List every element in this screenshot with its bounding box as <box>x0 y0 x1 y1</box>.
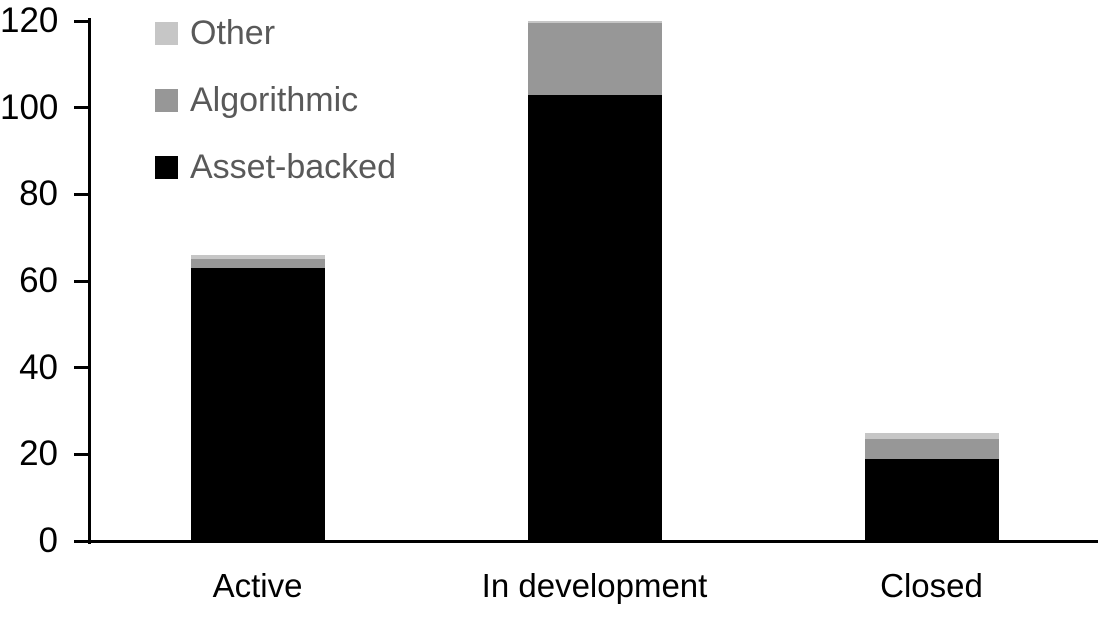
x-axis-line <box>74 540 1098 543</box>
legend-item-algorithmic: Algorithmic <box>155 81 396 119</box>
bar-active <box>190 255 325 541</box>
legend-item-asset-backed: Asset-backed <box>155 148 396 186</box>
legend-label-other: Other <box>190 14 276 52</box>
bar-segment-active-asset-backed <box>190 268 325 541</box>
legend-swatch-algorithmic <box>155 88 178 112</box>
y-tick-label-120: 120 <box>0 1 59 40</box>
bar-in-development <box>527 21 662 541</box>
legend-item-other: Other <box>155 14 396 52</box>
y-tick-100 <box>74 106 89 110</box>
y-tick-label-100: 100 <box>0 87 59 127</box>
x-label-closed: Closed <box>880 567 983 604</box>
bar-segment-active-other <box>190 255 325 260</box>
y-tick-40 <box>74 366 89 370</box>
y-tick-80 <box>74 192 89 196</box>
bar-segment-in-development-other <box>527 21 662 24</box>
y-tick-label-60: 60 <box>19 261 58 300</box>
legend-label-algorithmic: Algorithmic <box>190 81 359 119</box>
y-tick-label-20: 20 <box>19 434 58 474</box>
legend-swatch-asset-backed <box>155 155 178 179</box>
bar-segment-active-algorithmic <box>190 259 325 268</box>
x-label-active: Active <box>212 567 303 604</box>
bar-segment-closed-asset-backed <box>864 458 999 541</box>
bar-segment-in-development-asset-backed <box>527 94 662 541</box>
bar-segment-closed-other <box>864 432 999 440</box>
bar-segment-closed-algorithmic <box>864 439 999 459</box>
y-tick-120 <box>74 19 89 23</box>
legend-label-asset-backed: Asset-backed <box>190 148 396 186</box>
y-tick-label-0: 0 <box>38 521 58 560</box>
legend-swatch-other <box>155 21 178 45</box>
y-tick-label-40: 40 <box>19 347 58 387</box>
y-tick-0 <box>74 539 89 543</box>
legend: Other Algorithmic Asset-backed <box>155 14 396 215</box>
y-tick-label-80: 80 <box>19 174 58 214</box>
x-label-in-development: In development <box>481 567 708 604</box>
y-tick-20 <box>74 452 89 456</box>
bar-closed <box>864 432 999 541</box>
y-tick-60 <box>74 279 89 283</box>
y-axis-line <box>88 18 91 544</box>
bar-segment-in-development-algorithmic <box>527 23 662 95</box>
